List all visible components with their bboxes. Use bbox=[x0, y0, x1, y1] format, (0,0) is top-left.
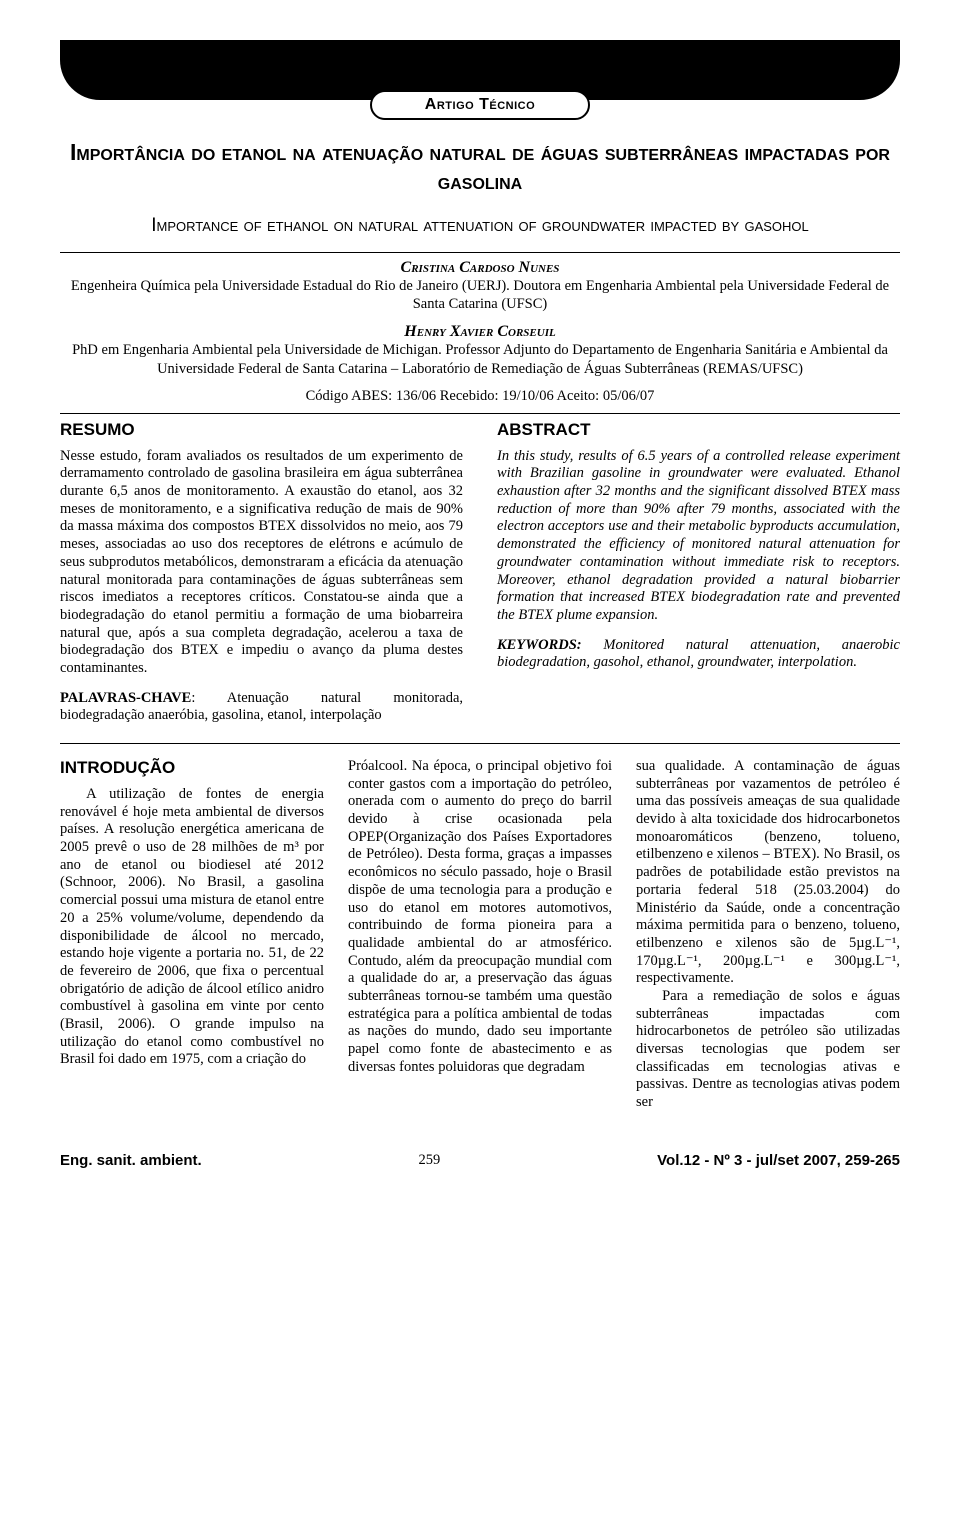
palavras-label: PALAVRAS-CHAVE bbox=[60, 690, 191, 706]
abstract-columns: RESUMO Nesse estudo, foram avaliados os … bbox=[60, 420, 900, 737]
submission-codes: Código ABES: 136/06 Recebido: 19/10/06 A… bbox=[60, 388, 900, 405]
page-footer: Eng. sanit. ambient. 259 Vol.12 - Nº 3 -… bbox=[60, 1152, 900, 1169]
author1-name: Cristina Cardoso Nunes bbox=[60, 259, 900, 277]
footer-journal: Eng. sanit. ambient. bbox=[60, 1152, 202, 1169]
keywords-label: KEYWORDS: bbox=[497, 637, 582, 653]
intro-col2-text: Próalcool. Na época, o principal objetiv… bbox=[348, 758, 612, 1076]
intro-col1-text: A utilização de fontes de energia renová… bbox=[60, 786, 324, 1069]
intro-col1: INTRODUÇÃO A utilização de fontes de ene… bbox=[60, 758, 324, 1112]
footer-page-number: 259 bbox=[419, 1152, 441, 1169]
resumo-heading: RESUMO bbox=[60, 420, 463, 440]
intro-col3-text-b: Para a remediação de solos e águas subte… bbox=[636, 988, 900, 1112]
intro-col2: Próalcool. Na época, o principal objetiv… bbox=[348, 758, 612, 1112]
author1-affiliation: Engenheira Química pela Universidade Est… bbox=[60, 277, 900, 313]
author2-name: Henry Xavier Corseuil bbox=[60, 323, 900, 341]
resumo-column: RESUMO Nesse estudo, foram avaliados os … bbox=[60, 420, 463, 737]
intro-col3-text-a: sua qualidade. A contaminação de águas s… bbox=[636, 758, 900, 988]
article-type-badge: Artigo Técnico bbox=[370, 90, 590, 120]
intro-three-columns: INTRODUÇÃO A utilização de fontes de ene… bbox=[60, 758, 900, 1112]
palavras-chave: PALAVRAS-CHAVE: Atenuação natural monito… bbox=[60, 690, 463, 725]
keywords: KEYWORDS: Monitored natural attenuation,… bbox=[497, 637, 900, 672]
abstract-heading: ABSTRACT bbox=[497, 420, 900, 440]
rule-after-codes bbox=[60, 413, 900, 414]
rule-top bbox=[60, 252, 900, 253]
abstract-column: ABSTRACT In this study, results of 6.5 y… bbox=[497, 420, 900, 737]
rule-before-intro bbox=[60, 743, 900, 744]
intro-col3: sua qualidade. A contaminação de águas s… bbox=[636, 758, 900, 1112]
intro-heading: INTRODUÇÃO bbox=[60, 758, 324, 778]
title-portuguese: Importância do etanol na atenuação natur… bbox=[60, 138, 900, 196]
footer-issue: Vol.12 - Nº 3 - jul/set 2007, 259-265 bbox=[657, 1152, 900, 1169]
title-english: Importance of ethanol on natural attenua… bbox=[60, 214, 900, 239]
abstract-body: In this study, results of 6.5 years of a… bbox=[497, 448, 900, 625]
resumo-body: Nesse estudo, foram avaliados os resulta… bbox=[60, 448, 463, 678]
author2-affiliation: PhD em Engenharia Ambiental pela Univers… bbox=[60, 341, 900, 377]
